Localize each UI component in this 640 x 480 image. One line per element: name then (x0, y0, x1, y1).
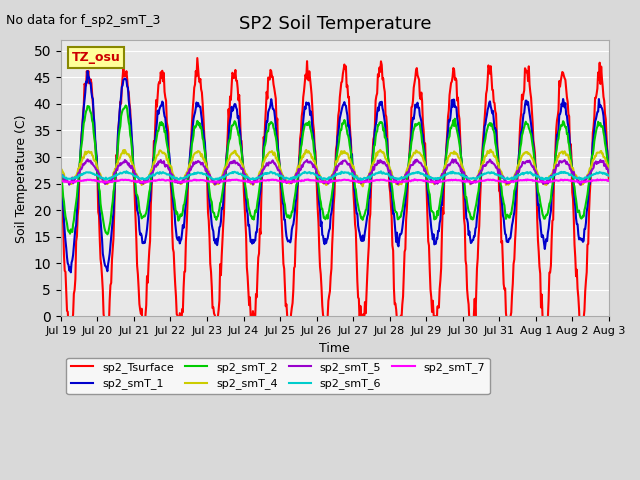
Line: sp2_smT_5: sp2_smT_5 (61, 159, 609, 185)
sp2_smT_2 (67, 227, 75, 232)
sp2_smT_5 (401, 172, 409, 178)
sp2_smT_4 (179, 178, 187, 184)
Title: SP2 Soil Temperature: SP2 Soil Temperature (239, 15, 431, 33)
sp2_smT_2 (57, 167, 65, 172)
sp2_smT_7 (179, 180, 187, 185)
sp2_smT_7 (605, 178, 612, 184)
Text: TZ_osu: TZ_osu (72, 51, 120, 64)
sp2_smT_2 (180, 201, 188, 207)
sp2_smT_4 (208, 179, 216, 184)
Line: sp2_smT_2: sp2_smT_2 (61, 106, 609, 234)
sp2_Tsurface (209, 305, 216, 311)
sp2_Tsurface (394, 337, 401, 343)
sp2_smT_1 (84, 68, 92, 74)
sp2_smT_6 (57, 173, 65, 179)
sp2_smT_1 (419, 132, 427, 137)
sp2_smT_5 (124, 160, 131, 166)
sp2_smT_6 (67, 176, 75, 181)
Line: sp2_smT_6: sp2_smT_6 (61, 171, 609, 180)
sp2_smT_6 (209, 176, 216, 181)
sp2_smT_4 (124, 152, 131, 157)
Line: sp2_smT_1: sp2_smT_1 (61, 71, 609, 272)
sp2_smT_1 (209, 228, 217, 234)
sp2_smT_6 (605, 173, 612, 179)
sp2_smT_2 (209, 210, 217, 216)
sp2_smT_4 (403, 169, 410, 175)
sp2_smT_6 (419, 171, 427, 177)
sp2_smT_4 (359, 183, 367, 189)
sp2_smT_6 (403, 174, 411, 180)
sp2_smT_5 (67, 180, 75, 185)
sp2_smT_6 (124, 169, 132, 175)
sp2_smT_5 (179, 178, 187, 183)
Text: No data for f_sp2_smT_3: No data for f_sp2_smT_3 (6, 14, 161, 27)
sp2_smT_7 (403, 179, 410, 184)
sp2_Tsurface (403, 206, 411, 212)
sp2_smT_6 (180, 175, 188, 181)
sp2_smT_5 (605, 169, 612, 175)
X-axis label: Time: Time (319, 342, 350, 355)
sp2_smT_7 (208, 179, 216, 184)
sp2_smT_7 (419, 178, 427, 183)
sp2_smT_2 (125, 119, 132, 125)
sp2_smT_2 (403, 176, 411, 182)
sp2_Tsurface (57, 173, 65, 179)
sp2_Tsurface (67, 337, 75, 343)
sp2_smT_5 (208, 177, 216, 182)
sp2_smT_1 (403, 184, 411, 190)
sp2_smT_4 (605, 165, 612, 171)
sp2_smT_4 (487, 147, 495, 153)
sp2_smT_2 (122, 103, 129, 108)
sp2_Tsurface (124, 76, 131, 82)
sp2_Tsurface (193, 55, 201, 61)
sp2_smT_5 (417, 161, 425, 167)
sp2_smT_7 (284, 180, 291, 186)
sp2_smT_1 (67, 269, 75, 275)
sp2_smT_2 (104, 231, 111, 237)
sp2_smT_1 (605, 168, 612, 174)
sp2_smT_7 (57, 178, 65, 184)
sp2_smT_4 (419, 153, 426, 158)
sp2_smT_5 (577, 182, 584, 188)
sp2_smT_4 (67, 180, 75, 186)
sp2_smT_2 (605, 167, 612, 172)
sp2_smT_7 (411, 176, 419, 182)
Line: sp2_smT_4: sp2_smT_4 (61, 150, 609, 186)
sp2_Tsurface (605, 176, 612, 181)
sp2_smT_7 (67, 179, 75, 185)
sp2_smT_5 (57, 171, 65, 177)
sp2_smT_6 (123, 168, 131, 174)
sp2_smT_6 (359, 177, 367, 183)
sp2_smT_1 (68, 260, 76, 265)
Legend: sp2_Tsurface, sp2_smT_1, sp2_smT_2, sp2_smT_4, sp2_smT_5, sp2_smT_6, sp2_smT_7: sp2_Tsurface, sp2_smT_1, sp2_smT_2, sp2_… (67, 358, 490, 394)
Line: sp2_smT_7: sp2_smT_7 (61, 179, 609, 183)
sp2_smT_5 (449, 156, 456, 162)
sp2_smT_1 (180, 219, 188, 225)
sp2_smT_1 (125, 97, 132, 103)
Line: sp2_Tsurface: sp2_Tsurface (61, 58, 609, 340)
sp2_smT_1 (57, 169, 65, 175)
Y-axis label: Soil Temperature (C): Soil Temperature (C) (15, 114, 28, 242)
sp2_Tsurface (179, 309, 187, 315)
sp2_Tsurface (419, 120, 427, 125)
sp2_smT_4 (57, 166, 65, 172)
sp2_smT_7 (124, 177, 131, 183)
sp2_smT_2 (419, 143, 427, 148)
